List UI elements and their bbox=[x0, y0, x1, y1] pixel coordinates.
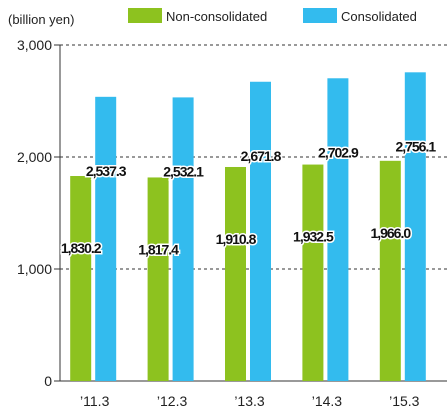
legend-swatch-non-consolidated bbox=[128, 8, 162, 23]
y-tick-label: 0 bbox=[44, 373, 52, 389]
bar-non-consolidated bbox=[70, 176, 92, 381]
y-tick-label: 3,000 bbox=[17, 37, 52, 53]
data-label: 1,830.2 bbox=[61, 240, 102, 256]
bar-non-consolidated bbox=[225, 166, 246, 381]
y-tick-label: 2,000 bbox=[17, 149, 52, 165]
bars bbox=[70, 72, 426, 382]
data-label: 1,966.0 bbox=[370, 225, 411, 241]
x-tick-labels: ’11.3 ’12.3 ’13.3 ’14.3 ’15.3 bbox=[80, 393, 420, 409]
data-label: 1,817.4 bbox=[138, 241, 179, 257]
y-tick-labels: 0 1,000 2,000 3,000 bbox=[17, 37, 52, 389]
data-label: 2,702.9 bbox=[318, 144, 359, 160]
bar-consolidated bbox=[404, 72, 426, 381]
legend-swatch-consolidated bbox=[303, 8, 337, 23]
x-tick-label: ’11.3 bbox=[80, 393, 110, 409]
bar-consolidated bbox=[250, 81, 271, 382]
data-labels: 1,830.2 2,537.3 1,817.4 2,532.1 1,910.8 2,671… bbox=[59, 137, 439, 259]
data-label: 2,532.1 bbox=[163, 163, 204, 179]
data-label: 2,537.3 bbox=[86, 163, 127, 179]
legend-label-non-consolidated: Non-consolidated bbox=[166, 9, 267, 24]
data-label: 1,932.5 bbox=[293, 229, 334, 245]
data-label: 2,671.8 bbox=[241, 148, 282, 164]
bar-consolidated bbox=[95, 96, 117, 382]
bar-non-consolidated bbox=[379, 160, 401, 381]
y-tick-label: 1,000 bbox=[17, 261, 52, 277]
x-tick-label: ’14.3 bbox=[312, 393, 343, 409]
data-label: 1,910.8 bbox=[216, 231, 257, 247]
legend-label-consolidated: Consolidated bbox=[341, 9, 417, 24]
y-unit-label: (billion yen) bbox=[8, 12, 74, 27]
bar-consolidated bbox=[327, 78, 349, 381]
x-tick-label: ’15.3 bbox=[389, 393, 420, 409]
bar-non-consolidated bbox=[302, 164, 324, 381]
bar-consolidated bbox=[172, 97, 194, 382]
legend: Non-consolidated Consolidated bbox=[128, 8, 417, 24]
data-label: 2,756.1 bbox=[395, 138, 436, 154]
x-tick-label: ’12.3 bbox=[157, 393, 188, 409]
x-tick-label: ’13.3 bbox=[234, 393, 265, 409]
bar-non-consolidated bbox=[147, 177, 169, 381]
